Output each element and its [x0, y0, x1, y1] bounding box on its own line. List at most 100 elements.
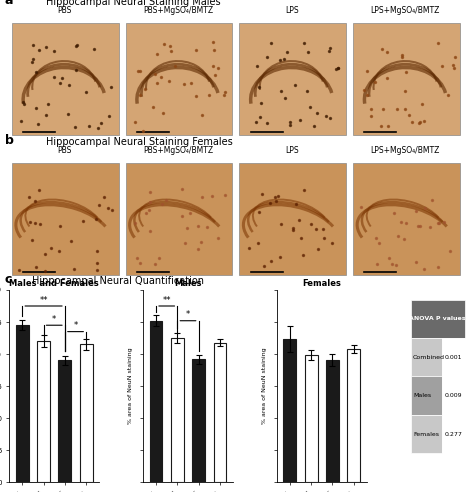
- Point: [388, 260, 396, 268]
- Point: [310, 123, 318, 130]
- Point: [267, 257, 275, 265]
- Point: [211, 71, 219, 79]
- Point: [301, 39, 308, 47]
- Point: [306, 103, 313, 111]
- Point: [328, 239, 336, 246]
- Point: [444, 92, 452, 99]
- Point: [205, 91, 213, 98]
- Point: [178, 185, 185, 193]
- Point: [254, 239, 262, 246]
- Text: 0.009: 0.009: [445, 393, 462, 398]
- Point: [58, 74, 66, 82]
- FancyBboxPatch shape: [126, 163, 232, 276]
- Text: PBS: PBS: [57, 146, 71, 155]
- Point: [137, 67, 144, 75]
- Point: [401, 105, 409, 113]
- Bar: [283, 339, 296, 482]
- Point: [274, 192, 282, 200]
- Point: [214, 234, 221, 242]
- Point: [390, 209, 398, 217]
- FancyBboxPatch shape: [239, 163, 346, 276]
- Point: [131, 219, 139, 227]
- Point: [398, 51, 406, 59]
- Point: [56, 222, 64, 230]
- Point: [152, 70, 159, 78]
- Point: [440, 218, 447, 226]
- Point: [379, 105, 387, 113]
- Point: [159, 109, 166, 117]
- Point: [405, 111, 412, 119]
- Point: [204, 223, 211, 231]
- Point: [383, 74, 391, 82]
- Point: [142, 209, 149, 217]
- Point: [186, 209, 194, 217]
- Point: [325, 47, 332, 55]
- Point: [400, 235, 408, 243]
- Text: PBS+MgSO₄/BMTZ: PBS+MgSO₄/BMTZ: [143, 6, 213, 15]
- Point: [257, 99, 265, 107]
- Point: [137, 259, 144, 267]
- Text: *: *: [73, 321, 78, 330]
- Point: [47, 244, 55, 252]
- Point: [402, 68, 410, 76]
- Point: [312, 225, 320, 233]
- Point: [146, 199, 154, 207]
- Text: LPS: LPS: [285, 6, 299, 15]
- Point: [131, 118, 139, 126]
- Point: [162, 196, 170, 204]
- Point: [43, 43, 50, 51]
- Bar: [347, 349, 360, 482]
- Point: [180, 81, 188, 89]
- Text: 0.277: 0.277: [444, 431, 462, 436]
- Text: LPS+MgSO₄/BMTZ: LPS+MgSO₄/BMTZ: [371, 6, 440, 15]
- Point: [416, 118, 424, 125]
- Point: [334, 64, 341, 72]
- Point: [183, 224, 191, 232]
- Point: [303, 87, 311, 94]
- Point: [263, 53, 271, 61]
- Point: [146, 188, 154, 196]
- Point: [151, 260, 158, 268]
- Point: [373, 234, 380, 242]
- Bar: [171, 338, 184, 482]
- Point: [361, 87, 368, 94]
- Point: [414, 222, 422, 230]
- Point: [401, 87, 409, 95]
- Point: [253, 62, 261, 70]
- Point: [255, 208, 263, 216]
- Point: [363, 67, 371, 75]
- Point: [31, 219, 39, 227]
- Point: [94, 259, 101, 267]
- Text: LPS+MgSO₄/BMTZ: LPS+MgSO₄/BMTZ: [371, 146, 440, 155]
- Point: [30, 41, 37, 49]
- Point: [72, 42, 80, 50]
- Point: [192, 92, 200, 100]
- Point: [141, 85, 149, 93]
- Point: [79, 217, 86, 225]
- Text: Hippocampal Neural Staining Females: Hippocampal Neural Staining Females: [46, 137, 233, 147]
- Title: Males and Females: Males and Females: [9, 279, 99, 288]
- Text: Males: Males: [413, 393, 431, 398]
- Point: [394, 233, 402, 241]
- Point: [36, 219, 43, 227]
- Bar: [326, 360, 339, 482]
- FancyBboxPatch shape: [442, 376, 465, 415]
- Point: [372, 78, 379, 86]
- Point: [263, 119, 270, 127]
- Bar: [16, 325, 28, 482]
- Point: [373, 260, 380, 268]
- Point: [20, 100, 28, 108]
- FancyBboxPatch shape: [353, 163, 460, 276]
- Point: [25, 193, 33, 201]
- Point: [420, 266, 428, 274]
- FancyBboxPatch shape: [411, 415, 442, 453]
- Point: [393, 105, 401, 113]
- Point: [378, 45, 385, 53]
- Point: [133, 254, 141, 262]
- Point: [399, 53, 406, 61]
- Point: [267, 39, 274, 47]
- Point: [277, 87, 284, 94]
- Point: [313, 109, 321, 117]
- Bar: [192, 359, 205, 482]
- Point: [412, 258, 420, 266]
